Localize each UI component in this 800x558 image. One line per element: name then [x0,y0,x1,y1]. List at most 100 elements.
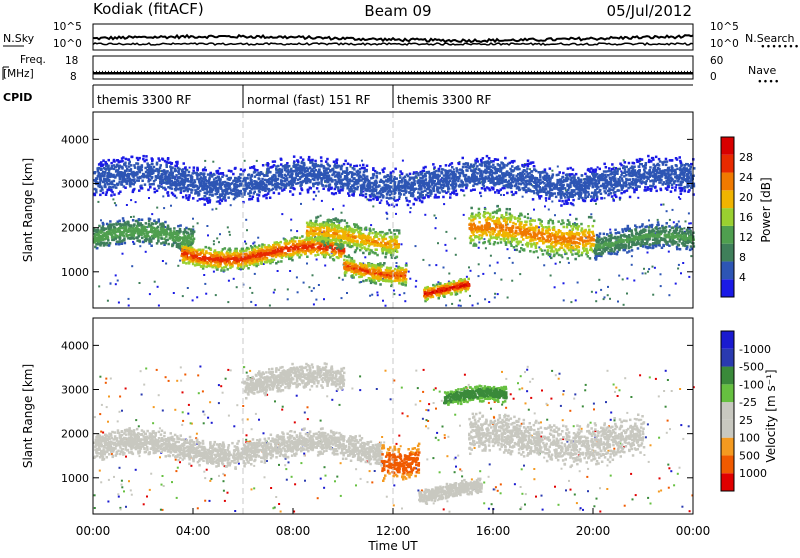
range-cell [553,246,556,249]
range-cell [185,227,188,230]
range-cell [342,244,345,247]
range-cell [558,229,561,232]
scatter-cell [595,292,597,294]
range-cell [248,255,251,257]
scatter-cell [554,286,556,288]
range-cell [539,219,542,222]
range-cell [312,250,315,253]
scatter-cell [179,260,181,262]
range-cell [254,255,257,258]
scatter-cell [660,285,662,287]
range-cell [252,254,255,257]
range-cell [655,245,658,248]
range-cell [582,247,585,250]
scatter-cell [342,279,344,281]
range-cell [153,220,156,223]
range-cell [574,235,577,238]
range-cell [257,253,260,256]
range-cell [227,255,230,258]
scatter-cell [364,256,366,258]
scatter-cell [682,262,684,264]
scatter-cell [422,259,424,261]
range-cell [546,246,549,249]
range-cell [677,243,680,246]
range-cell [637,247,640,250]
range-cell [537,237,540,240]
range-cell [379,245,382,248]
range-cell [679,226,682,229]
scatter-cell [115,274,117,276]
range-cell [683,234,686,237]
range-cell [354,237,357,240]
scatter-cell [478,263,480,265]
range-cell [445,292,448,295]
range-cell [351,275,354,278]
range-cell [133,224,136,227]
scatter-cell [494,297,496,299]
range-cell [358,227,361,230]
range-cell [550,250,553,253]
range-cell [326,226,329,229]
range-cell [261,243,264,246]
range-cell [174,241,177,244]
scatter-cell [289,270,291,272]
range-cell [340,252,343,255]
range-cell [686,229,689,232]
range-cell [394,272,397,275]
scatter-cell [297,291,299,293]
range-cell [531,219,534,222]
range-cell [598,235,601,238]
range-cell [639,226,642,229]
scatter-cell [409,211,411,213]
scatter-cell [511,280,513,282]
freq-label-1: Freq. [20,54,46,66]
range-cell [114,234,117,237]
scatter-cell [315,299,317,301]
scatter-cell [497,262,499,264]
scatter-cell [570,301,572,303]
range-cell [472,244,475,247]
noise-left-tick-top: 10^5 [53,21,82,33]
range-cell [429,287,432,290]
range-cell [547,222,550,225]
range-cell [118,243,121,246]
range-cell [443,288,446,291]
range-cell [515,249,518,252]
range-cell [393,243,396,246]
range-cell [395,240,398,243]
range-cell [227,257,230,260]
scatter-cell [323,298,325,300]
scatter-cell [483,238,485,240]
scatter-cell [631,255,633,257]
range-cell [514,217,517,220]
range-cell [105,235,108,238]
range-cell [547,249,550,252]
range-cell [206,261,209,264]
range-cell [519,250,522,253]
range-cell [305,245,308,248]
range-cell [641,230,644,233]
range-cell [582,231,585,234]
scatter-cell [290,219,292,221]
scatter-cell [508,257,510,259]
range-cell [130,234,133,237]
range-cell [348,268,351,271]
range-cell [530,244,533,247]
scatter-cell [215,294,217,296]
scatter-cell [315,195,317,197]
range-cell [123,237,126,240]
range-cell [394,236,397,239]
range-cell [235,249,238,252]
range-cell [218,265,221,268]
scatter-cell [683,227,685,229]
range-cell [507,241,510,244]
range-cell [280,260,283,263]
scatter-cell [429,264,431,266]
range-cell [269,249,272,252]
range-cell [345,271,348,274]
range-cell [655,226,658,229]
scatter-cell [228,231,230,233]
scatter-cell [122,253,124,255]
range-cell [365,279,368,282]
